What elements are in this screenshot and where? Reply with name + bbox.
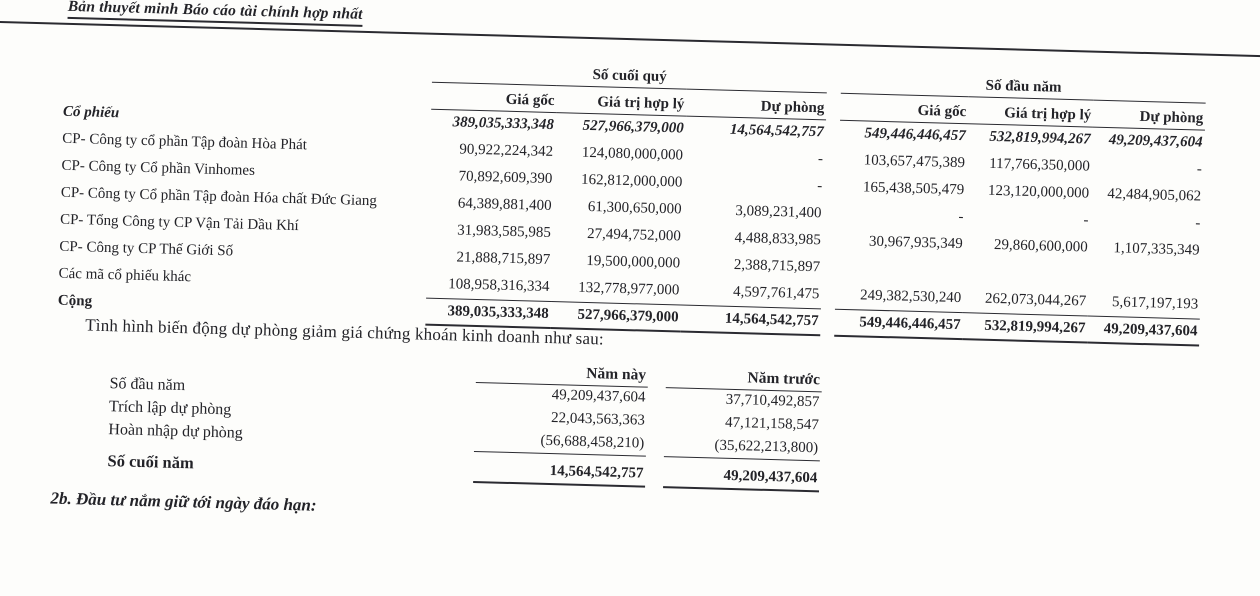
- cell-value: 117,766,350,000: [989, 155, 1091, 175]
- col-header-cost-eoq: Giá gốc: [431, 81, 557, 113]
- cell-value: 61,300,650,000: [587, 198, 682, 218]
- cell-value: 165,438,505,479: [862, 179, 965, 199]
- cell-value: -: [1083, 212, 1089, 229]
- cell-value: 249,382,530,240: [859, 287, 962, 306]
- cell-value: 42,484,905,062: [1107, 186, 1202, 205]
- column-gap: [826, 92, 841, 119]
- cell-value: 14,564,542,757: [473, 450, 646, 487]
- col-header-fair-value-eoq: Giá trị hợp lý: [556, 85, 687, 116]
- section-2b-heading: 2b. Đầu tư nắm giữ tới ngày đáo hạn:: [50, 488, 317, 515]
- stocks-investments-table: Số cuối quý Số đầu năm Giá gốc Giá trị h…: [55, 48, 1207, 347]
- cell-value: 14,564,542,757: [680, 304, 821, 336]
- cell-value: 29,860,600,000: [993, 236, 1088, 256]
- cell-value: 64,389,881,400: [457, 195, 552, 214]
- column-gap: [820, 308, 835, 335]
- column-gap: [647, 387, 666, 410]
- cell-value: 532,819,994,267: [962, 312, 1088, 343]
- cell-value: 108,958,316,334: [448, 275, 550, 295]
- cell-value: 49,209,437,604: [1087, 315, 1200, 346]
- column-gap: [822, 227, 837, 254]
- column-gap: [645, 456, 664, 487]
- cell-value: 162,812,000,000: [580, 171, 683, 191]
- cell-value: -: [1196, 161, 1203, 178]
- cell-value: -: [958, 209, 964, 226]
- cell-value: 527,966,379,000: [550, 301, 682, 332]
- cell-value: 4,488,833,985: [734, 229, 822, 249]
- cell-value: 19,500,000,000: [586, 252, 681, 272]
- cell-value: 103,657,475,389: [863, 152, 966, 172]
- col-header-cost-boy: Giá gốc: [840, 92, 969, 124]
- cell-value: 14,564,542,757: [729, 122, 824, 141]
- cell-value: 5,617,197,193: [1111, 293, 1199, 313]
- cell-value: 389,035,333,348: [452, 114, 555, 134]
- cell-value: 132,778,977,000: [577, 279, 680, 299]
- cell-value: -: [817, 178, 823, 195]
- col-header-provision-eoq: Dự phòng: [686, 88, 827, 120]
- cell-value: 389,035,333,348: [425, 297, 552, 329]
- cell-value: 532,819,994,267: [989, 129, 1091, 148]
- column-gap: [648, 362, 667, 387]
- column-gap: [827, 68, 842, 92]
- cell-value: 27,494,752,000: [586, 225, 682, 245]
- column-gap: [825, 119, 840, 146]
- col-header-fair-value-boy: Giá trị hợp lý: [968, 96, 1094, 127]
- column-gap: [824, 173, 839, 200]
- cell-value: -: [1195, 215, 1201, 232]
- column-gap: [825, 146, 840, 173]
- cell-value: 262,073,044,267: [984, 290, 1087, 310]
- cell-value: 4,597,761,475: [732, 283, 820, 303]
- cell-value: 90,922,224,342: [459, 141, 554, 161]
- cell-value: 124,080,000,000: [581, 144, 684, 164]
- cell-value: 123,120,000,000: [987, 182, 1090, 202]
- col-header-provision-boy: Dự phòng: [1092, 99, 1206, 130]
- cell-value: 549,446,446,457: [834, 308, 963, 340]
- cell-value: 3,089,231,400: [735, 202, 822, 222]
- cell-value: 30,967,935,349: [868, 233, 963, 253]
- cell-value: 49,209,437,604: [1108, 132, 1203, 151]
- cell-value: 549,446,446,457: [864, 125, 966, 145]
- provision-movement-table: Năm này Năm trước Số đầu năm 49,209,437,6…: [105, 347, 823, 492]
- cell-value: 527,966,379,000: [582, 118, 684, 137]
- cell-value: 21,888,715,897: [456, 249, 551, 268]
- cell-value: 1,107,335,349: [1113, 240, 1200, 259]
- column-gap: [822, 254, 837, 281]
- cell-value: [964, 258, 1090, 288]
- cell-value: 70,892,609,390: [458, 168, 553, 188]
- cell-value: -: [817, 151, 824, 168]
- cell-value: [1089, 262, 1202, 292]
- cell-value: 2,388,715,897: [733, 256, 821, 276]
- column-gap: [823, 200, 838, 227]
- cell-value: 31,983,585,985: [456, 222, 552, 241]
- cell-value: [836, 255, 965, 285]
- report-header-title: Bản thuyết minh Báo cáo tài chính hợp nh…: [67, 0, 363, 27]
- column-gap: [647, 410, 666, 433]
- cell-value: 49,209,437,604: [663, 456, 820, 491]
- column-gap: [821, 281, 836, 308]
- column-gap: [646, 433, 665, 456]
